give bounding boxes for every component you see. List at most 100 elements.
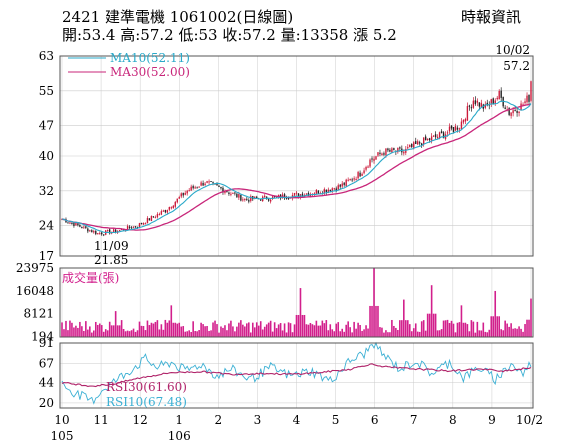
candle-body [375,156,377,160]
volume-bar [261,329,264,337]
volume-bar [253,327,256,337]
volume-bar [385,330,387,337]
candle-body [107,230,109,232]
candle-body [190,186,192,191]
candle-body [486,102,488,106]
candle-body [234,192,236,194]
candle-body [516,110,518,113]
volume-bar [301,314,304,337]
volume-bar [236,326,238,337]
volume-bar [148,325,151,337]
candle-body [192,186,194,189]
candle-body [512,110,514,114]
volume-bar [315,320,318,337]
volume-bar [277,324,280,337]
volume-bar [514,328,516,337]
ma10-line [61,100,532,234]
candle-body [510,112,512,116]
volume-bar [406,320,409,337]
candle-body [232,192,234,194]
candle-body [242,199,244,201]
volume-bar [224,325,226,337]
candle-body [85,226,87,228]
candle-body [345,179,347,186]
volume-bar [102,331,105,337]
volume-bar [472,321,475,337]
volume-bar [367,328,369,337]
volume-tick-label: 194 [31,329,54,343]
volume-bar [375,305,377,337]
volume-bar [526,319,528,337]
volume-bar [128,331,131,337]
candle-body [307,192,310,196]
candle-body [426,138,429,141]
volume-bar [77,327,79,337]
candle-body [136,227,139,229]
candle-body [184,192,186,195]
volume-bar [343,331,345,337]
candle-body [71,223,73,225]
candle-body [208,181,210,183]
volume-bar [132,328,135,337]
volume-bar [496,316,499,337]
volume-bar [408,324,411,337]
candle-body [166,210,169,213]
candle-body [381,153,383,155]
volume-bar [134,331,137,337]
candle-body [75,222,77,226]
candle-body [335,188,337,191]
candle-body [365,167,367,170]
candle-body [101,232,103,235]
candle-body [355,178,357,180]
candle-body [530,81,532,101]
volume-bar [311,324,314,337]
candle-body [114,229,117,233]
volume-bar [488,329,491,337]
candle-body [409,145,411,148]
volume-bar [438,330,441,337]
candle-body [144,223,147,225]
volume-bar [365,325,367,337]
candle-body [87,228,89,232]
volume-bar [345,324,347,337]
candle-body [269,199,272,202]
price-tick-label: 40 [39,149,54,163]
month-tick-label: 1 [175,413,183,427]
volume-bar [347,321,349,337]
volume-bar [319,325,322,337]
volume-bars [61,268,532,337]
volume-bar [418,331,421,337]
candle-body [196,187,198,189]
volume-bar [255,322,258,337]
volume-bar [299,288,302,337]
candle-body [526,95,528,103]
candle-body [341,183,343,187]
candle-body [150,216,153,221]
candle-body [407,147,409,149]
volume-bar [63,329,65,337]
volume-bar [410,331,413,337]
volume-bar [462,322,465,337]
volume-bar [192,321,194,337]
volume-bar [383,332,385,337]
candle-body [238,194,240,198]
volume-bar [313,325,316,337]
candle-body [403,151,405,154]
volume-bar [122,328,125,337]
volume-bar [498,316,501,337]
candle-body [377,152,379,156]
volume-bar [395,327,397,337]
volume-bar [244,326,246,337]
candle-body [158,214,161,216]
volume-bar [210,330,212,337]
volume-bar [325,320,328,337]
volume-bar [528,319,530,337]
volume-bar [158,329,161,337]
grid-lines [60,55,533,408]
volume-bar [71,322,73,337]
candle-body [315,189,318,194]
volume-bar [468,331,471,337]
candle-body [250,196,252,201]
candle-body [389,149,391,152]
volume-bar [265,324,268,337]
